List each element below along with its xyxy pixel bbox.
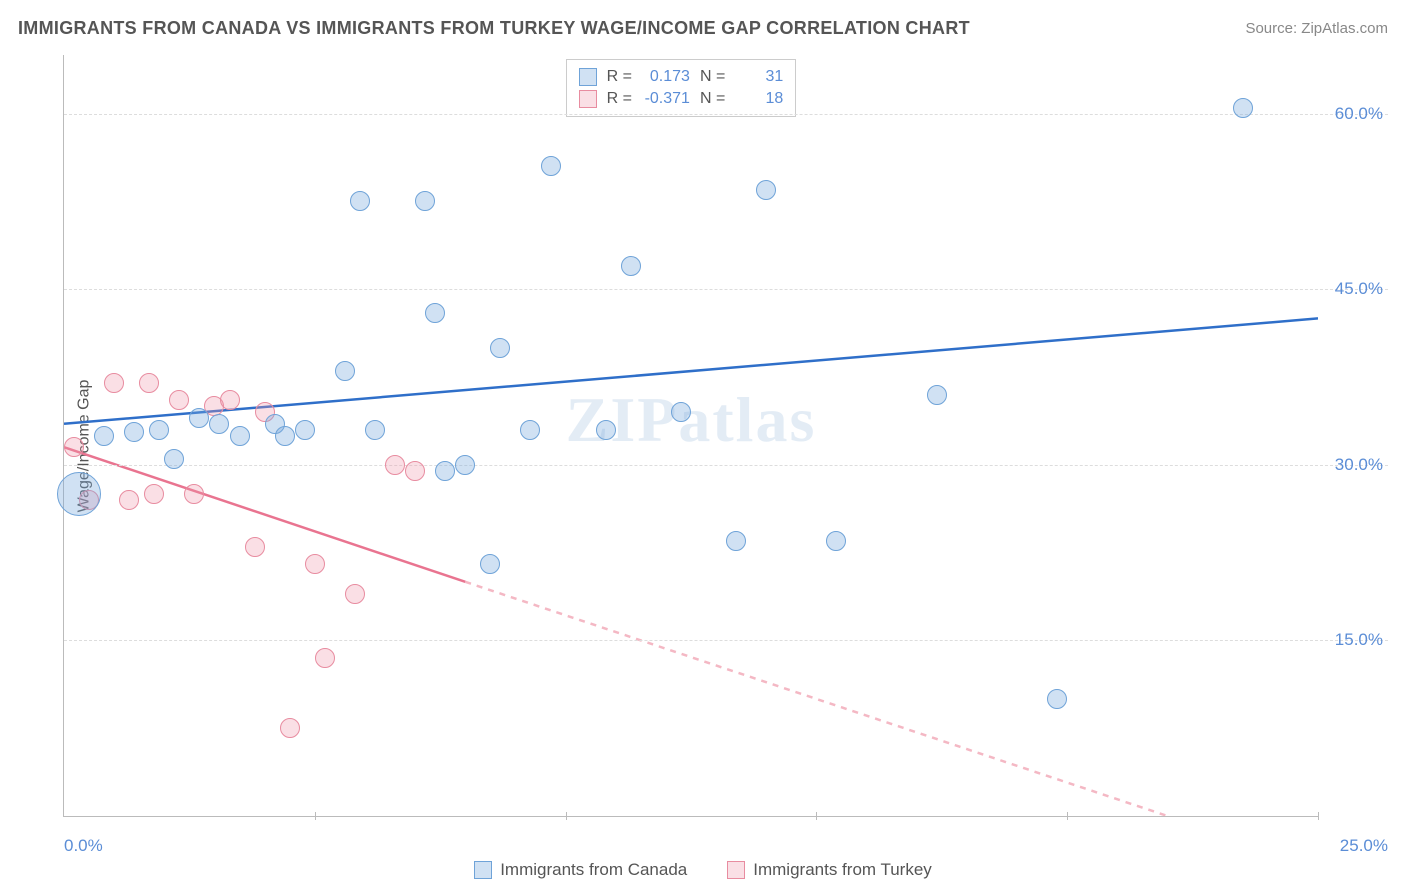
data-point-series1	[335, 361, 355, 381]
data-point-series1	[621, 256, 641, 276]
x-tick	[1067, 812, 1068, 820]
legend-swatch-series1-icon	[474, 861, 492, 879]
data-point-series1	[726, 531, 746, 551]
x-tick	[315, 812, 316, 820]
data-point-series2	[385, 455, 405, 475]
stats-legend-box: R = 0.173 N = 31 R = -0.371 N = 18	[566, 59, 797, 117]
stat-r-value-1: 0.173	[642, 68, 690, 86]
data-point-series1	[149, 420, 169, 440]
data-point-series1	[826, 531, 846, 551]
data-point-series1	[57, 472, 101, 516]
chart-header: IMMIGRANTS FROM CANADA VS IMMIGRANTS FRO…	[18, 18, 1388, 39]
data-point-series1	[295, 420, 315, 440]
data-point-series1	[275, 426, 295, 446]
stat-n-value-2: 18	[735, 90, 783, 108]
legend-label-series2: Immigrants from Turkey	[753, 860, 932, 880]
data-point-series2	[220, 390, 240, 410]
data-point-series2	[119, 490, 139, 510]
legend-item-series1: Immigrants from Canada	[474, 860, 687, 880]
legend-swatch-series2-icon	[727, 861, 745, 879]
data-point-series1	[425, 303, 445, 323]
stat-n-label: N =	[700, 90, 725, 108]
data-point-series1	[480, 554, 500, 574]
data-point-series2	[245, 537, 265, 557]
y-tick-label: 30.0%	[1335, 455, 1383, 475]
trend-lines-svg	[64, 55, 1318, 816]
data-point-series1	[415, 191, 435, 211]
data-point-series1	[435, 461, 455, 481]
data-point-series2	[139, 373, 159, 393]
stats-row-series2: R = -0.371 N = 18	[579, 88, 784, 110]
data-point-series1	[230, 426, 250, 446]
stat-r-value-2: -0.371	[642, 90, 690, 108]
data-point-series1	[365, 420, 385, 440]
data-point-series1	[189, 408, 209, 428]
gridline-horizontal	[64, 289, 1388, 290]
data-point-series2	[64, 437, 84, 457]
legend-label-series1: Immigrants from Canada	[500, 860, 687, 880]
trend-line-series1	[64, 318, 1318, 423]
stats-row-series1: R = 0.173 N = 31	[579, 66, 784, 88]
data-point-series1	[671, 402, 691, 422]
source-attribution: Source: ZipAtlas.com	[1245, 20, 1388, 37]
data-point-series1	[350, 191, 370, 211]
y-tick-label: 60.0%	[1335, 104, 1383, 124]
stat-r-label: R =	[607, 90, 632, 108]
data-point-series2	[405, 461, 425, 481]
stat-n-label: N =	[700, 68, 725, 86]
data-point-series1	[94, 426, 114, 446]
data-point-series1	[520, 420, 540, 440]
footer-legend: Immigrants from Canada Immigrants from T…	[0, 860, 1406, 880]
chart-title: IMMIGRANTS FROM CANADA VS IMMIGRANTS FRO…	[18, 18, 970, 39]
legend-item-series2: Immigrants from Turkey	[727, 860, 932, 880]
data-point-series2	[345, 584, 365, 604]
data-point-series1	[927, 385, 947, 405]
y-tick-label: 15.0%	[1335, 630, 1383, 650]
data-point-series1	[1047, 689, 1067, 709]
data-point-series1	[455, 455, 475, 475]
stat-r-label: R =	[607, 68, 632, 86]
data-point-series2	[315, 648, 335, 668]
data-point-series2	[144, 484, 164, 504]
swatch-series1-icon	[579, 68, 597, 86]
data-point-series1	[596, 420, 616, 440]
x-tick	[1318, 812, 1319, 820]
gridline-horizontal	[64, 640, 1388, 641]
gridline-horizontal	[64, 465, 1388, 466]
x-tick	[816, 812, 817, 820]
y-tick-label: 45.0%	[1335, 279, 1383, 299]
data-point-series1	[541, 156, 561, 176]
data-point-series1	[490, 338, 510, 358]
data-point-series1	[164, 449, 184, 469]
x-tick	[566, 812, 567, 820]
gridline-horizontal	[64, 114, 1388, 115]
data-point-series2	[169, 390, 189, 410]
data-point-series2	[184, 484, 204, 504]
data-point-series2	[305, 554, 325, 574]
plot-area: ZIPatlas R = 0.173 N = 31 R = -0.371 N =…	[63, 55, 1318, 817]
data-point-series1	[1233, 98, 1253, 118]
x-tick-label: 0.0%	[64, 836, 103, 856]
swatch-series2-icon	[579, 90, 597, 108]
stat-n-value-1: 31	[735, 68, 783, 86]
data-point-series1	[756, 180, 776, 200]
data-point-series2	[280, 718, 300, 738]
x-tick-label: 25.0%	[1340, 836, 1388, 856]
data-point-series1	[124, 422, 144, 442]
chart-container: Wage/Income Gap ZIPatlas R = 0.173 N = 3…	[18, 55, 1388, 837]
data-point-series2	[104, 373, 124, 393]
data-point-series1	[209, 414, 229, 434]
